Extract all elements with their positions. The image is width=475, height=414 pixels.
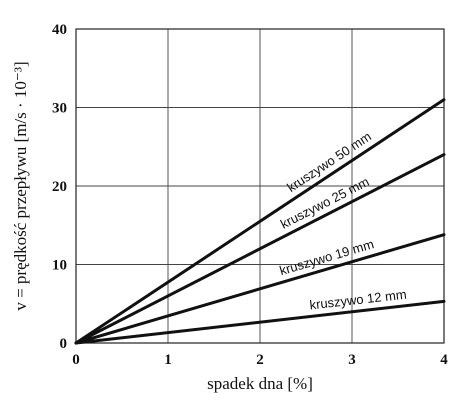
x-tick-label: 4 <box>440 352 448 368</box>
series-line <box>74 98 446 345</box>
y-tick-label: 20 <box>52 179 67 195</box>
series-lines <box>74 98 446 345</box>
x-tick-label: 0 <box>72 352 80 368</box>
x-axis-title: spadek dna [%] <box>207 374 313 393</box>
x-tick-label: 2 <box>256 352 264 368</box>
series-label: kruszywo 19 mm <box>278 236 376 278</box>
series-line <box>74 153 446 345</box>
y-axis-title: v = prędkość przepływu [m/s · 10⁻³] <box>11 61 30 310</box>
y-tick-label: 40 <box>52 22 67 38</box>
y-tick-label: 10 <box>52 258 67 274</box>
x-tick-label: 1 <box>164 352 172 368</box>
plot-frame <box>75 28 445 344</box>
x-tick-label: 3 <box>348 352 356 368</box>
y-tick-label: 30 <box>52 101 67 117</box>
y-tick-label: 0 <box>60 336 68 352</box>
series-line <box>74 299 446 345</box>
series-line <box>74 233 446 345</box>
